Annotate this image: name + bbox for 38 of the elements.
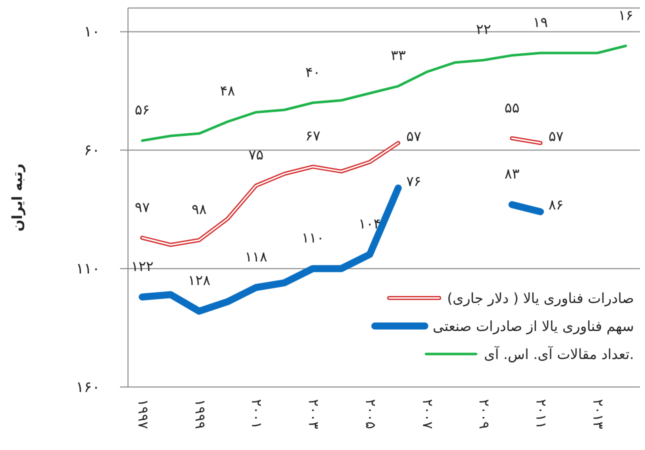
x-tick-label: ۲۰۰۳	[305, 399, 322, 430]
data-label: ۵۷	[406, 129, 422, 146]
data-label: ۱۱۸	[244, 250, 268, 266]
data-label: ۴۰	[305, 64, 320, 81]
data-label: ۹۷	[134, 200, 150, 216]
data-label: ۵۷	[548, 129, 564, 146]
data-label: ۴۸	[220, 84, 236, 100]
y-tick-label: ۱۱۰	[76, 260, 100, 278]
y-axis-title: رتبه ایران	[10, 164, 26, 232]
data-label: ۸۳	[504, 166, 520, 183]
x-tick-label: ۲۰۱۳	[590, 399, 606, 430]
data-label: ۵۵	[504, 100, 520, 116]
x-tick-label: ۲۰۰۹	[476, 399, 492, 430]
data-label: ۲۲	[476, 22, 492, 38]
legend-label: سهم فناوری یالا از صادرات صنعتی	[432, 319, 634, 335]
data-label: ۱۲۸	[188, 273, 211, 290]
data-label: ۷۵	[248, 148, 264, 164]
data-label: ۱۶	[618, 8, 634, 24]
data-label: ۱۹	[532, 15, 548, 32]
data-label: ۹۸	[192, 202, 208, 218]
y-tick-label: ۱۶۰	[76, 378, 100, 396]
x-tick-label: ۲۰۰۱	[248, 399, 264, 430]
y-tick-label: ۶۰	[84, 141, 100, 160]
x-tick-label: ۲۰۰۵	[362, 399, 378, 430]
legend-label: تعداد مقالات آی. اس. آی.	[484, 345, 634, 363]
data-label: ۷۶	[406, 174, 422, 190]
data-label: ۱۱۰	[302, 230, 324, 247]
x-tick-label: ۱۹۹۷	[134, 399, 150, 430]
data-label: ۳۳	[390, 48, 406, 64]
x-tick-label: ۲۰۰۷	[418, 399, 435, 430]
legend-label: صادرات فناوری یالا ( دلار جاری)	[447, 291, 634, 307]
data-label: ۶۷	[305, 128, 321, 145]
data-label: ۸۶	[548, 198, 564, 214]
x-tick-label: ۱۹۹۹	[191, 399, 208, 430]
data-label: ۱۲۲	[130, 258, 154, 275]
x-tick-label: ۲۰۱۱	[532, 399, 549, 430]
y-tick-label: ۱۰	[84, 22, 100, 41]
data-label: ۵۶	[134, 102, 150, 119]
